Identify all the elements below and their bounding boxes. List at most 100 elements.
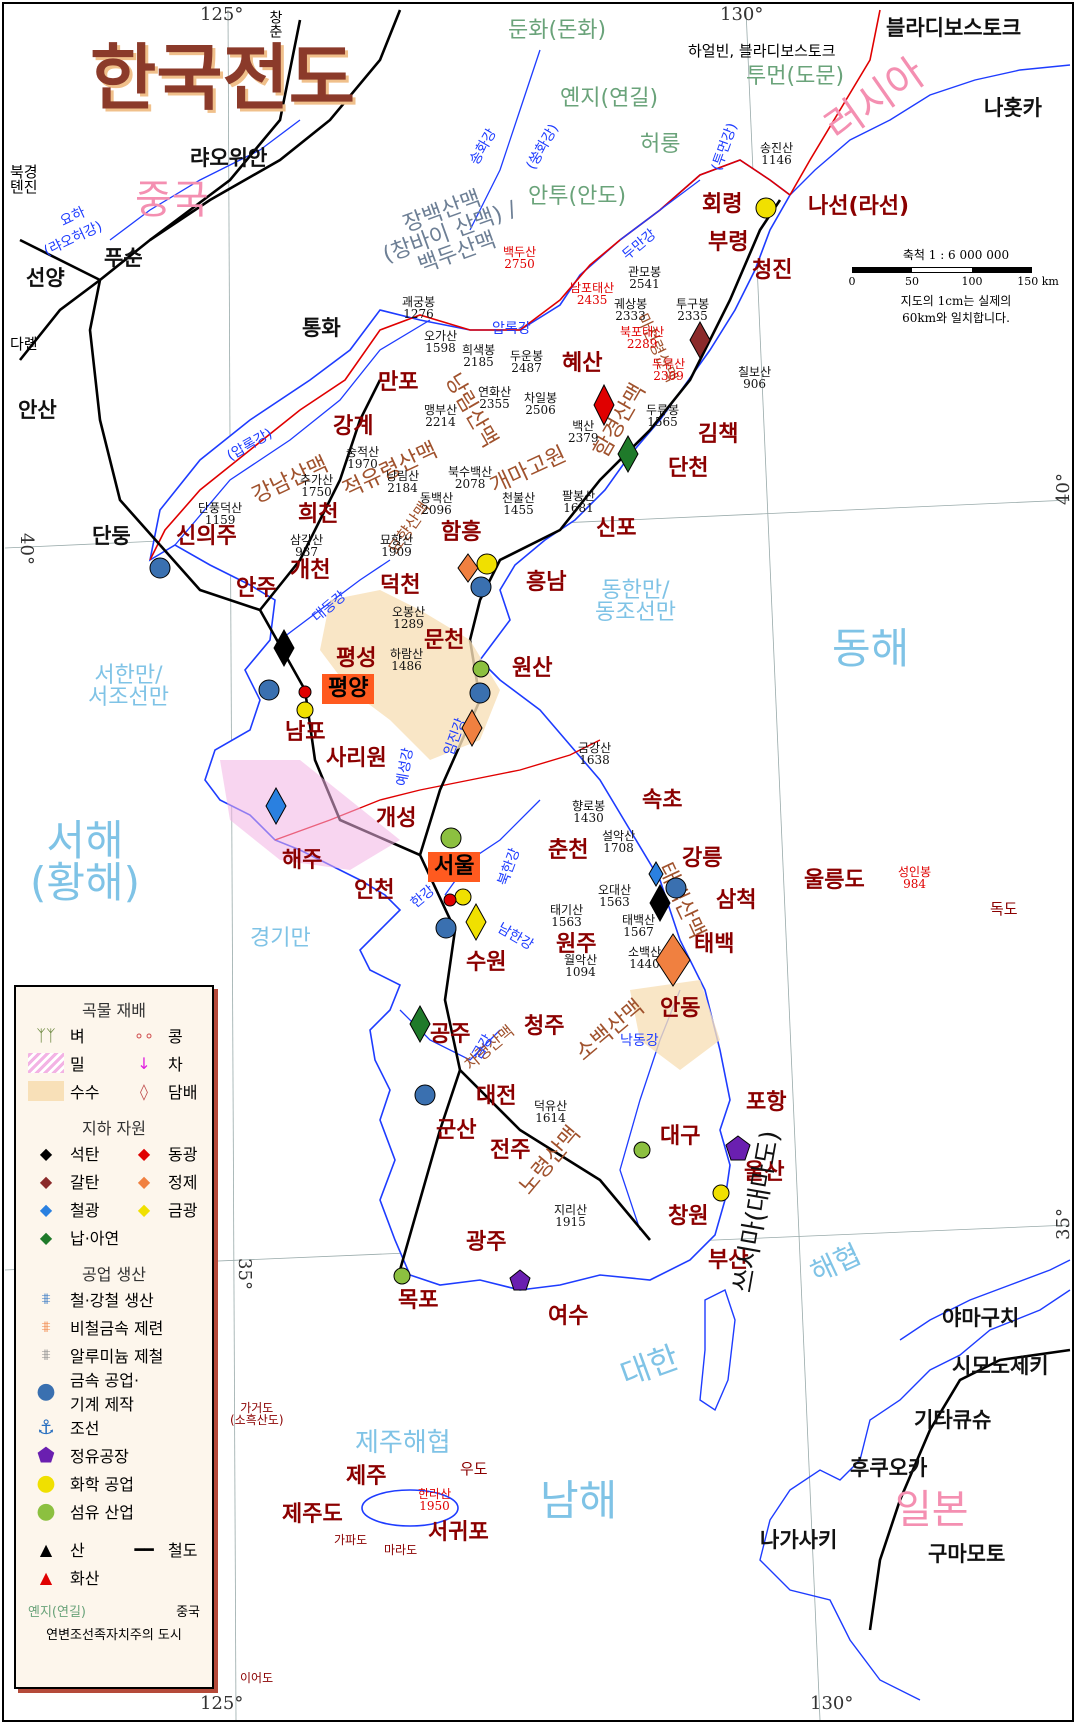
city-sokcho: 속초 xyxy=(642,788,683,813)
tea-icon: ↓ xyxy=(137,1053,151,1073)
mtn-huisaek: 희색봉 2185 xyxy=(462,343,496,369)
japan-coast xyxy=(759,1289,1071,1701)
mtn-samgak: 삼각산 937 xyxy=(290,533,324,559)
mtn-chail: 차일봉 2506 xyxy=(524,391,558,417)
island-marado: 마라도 xyxy=(384,1543,418,1557)
degree-125-bottom: 125° xyxy=(200,1693,244,1714)
city-kumamoto: 구마모토 xyxy=(928,1542,1006,1566)
russia-border xyxy=(789,9,881,196)
direction-harbin: 하얼빈, 블라디보스토크 xyxy=(688,42,836,60)
scale-tick-150: 150 km xyxy=(1017,275,1059,288)
mtn-sobaek: 소백산 1440 xyxy=(628,945,662,971)
mtn-haram: 하람산 1486 xyxy=(390,647,424,673)
mtn-nangnim: 낭림산 2184 xyxy=(386,469,420,495)
degree-35-right: 35° xyxy=(1052,1208,1074,1240)
city-gongju: 공주 xyxy=(430,1022,471,1047)
city-jeju-island: 제주도 xyxy=(282,1502,343,1527)
city-gimchaek: 김책 xyxy=(698,422,739,447)
city-sariwon: 사리원 xyxy=(326,746,387,771)
city-yanji: 옌지(연길) xyxy=(560,86,659,111)
legend-tobacco: 담배 xyxy=(168,1083,198,1102)
nonferrous-icon: ⩨ xyxy=(41,1317,51,1336)
city-wonsan: 원산 xyxy=(512,656,553,681)
railway-manpo xyxy=(258,379,382,611)
city-yamaguchi: 야마구치 xyxy=(942,1306,1020,1330)
legend-coal: 석탄 xyxy=(70,1145,100,1164)
city-jeju: 제주 xyxy=(346,1464,387,1489)
iron-icon: ◆ xyxy=(39,1199,53,1219)
city-seogwipo: 서귀포 xyxy=(428,1520,489,1545)
meridian-130 xyxy=(745,9,821,1721)
island-gapado: 가파도 xyxy=(334,1533,368,1547)
wheat-zone xyxy=(220,760,400,870)
mtn-worak: 월악산 1094 xyxy=(564,953,598,979)
city-kitakyushu: 기타큐슈 xyxy=(914,1408,992,1432)
city-gwangju: 광주 xyxy=(466,1230,507,1255)
legend-railway: 철도 xyxy=(168,1541,198,1560)
mtn-halla: 한라산 1950 xyxy=(418,1487,452,1513)
sea-west-korea-bay: 서한만/ 서조선만 xyxy=(88,663,169,710)
city-liaoyuan: 랴오위안 xyxy=(190,146,268,170)
songhua-river xyxy=(469,49,541,231)
scale-note: 지도의 1cm는 실제의 60km와 일치합니다. xyxy=(900,294,1012,325)
mtn-deokyu: 덕유산 1614 xyxy=(534,1099,568,1125)
city-gunsan: 군산 xyxy=(436,1118,477,1143)
city-shenyang: 선양 xyxy=(26,266,65,290)
city-fukuoka: 후쿠오카 xyxy=(850,1456,928,1480)
scale-tick-50: 50 xyxy=(905,275,919,288)
chemical-icon: ● xyxy=(36,1470,56,1496)
mtn-myohyang: 묘향산 1909 xyxy=(380,533,414,559)
city-cheongju: 청주 xyxy=(524,1014,565,1039)
mtn-palbong: 팔봉산 1681 xyxy=(562,489,596,515)
legend-tea: 차 xyxy=(168,1055,183,1074)
sea-east-korea-bay: 동한만/ 동조선만 xyxy=(595,578,676,625)
mtn-dongbaek: 동백산 2096 xyxy=(420,491,454,517)
railway-japan xyxy=(868,1348,1071,1631)
city-vladivostok: 블라디보스토크 xyxy=(886,16,1022,40)
mtn-oga: 오가산 1598 xyxy=(424,329,458,355)
sea-west: 서해 (황해) xyxy=(30,816,141,907)
mtn-yeonhwa: 연화산 2355 xyxy=(478,385,512,411)
rivers xyxy=(109,49,701,1231)
legend-lignite: 갈탄 xyxy=(70,1173,100,1192)
textile-icon: ● xyxy=(36,1498,56,1524)
mtn-taegi: 태기산 1563 xyxy=(550,903,584,929)
city-gaeseong: 개성 xyxy=(376,806,417,831)
legend-rice: 벼 xyxy=(70,1027,85,1046)
city-hamheung: 함흥 xyxy=(441,520,482,545)
legend-chemical: 화학 공업 xyxy=(70,1475,134,1494)
legend-bean: 콩 xyxy=(168,1027,183,1046)
legend: 곡물 재배 ᛉᛉ 벼 ∘∘ 콩 밀 ↓ 차 수수 ◊ 담배 지하 자원 ◆ 석탄 ◆ 동광 ◆ 갈탄 ◆… xyxy=(14,985,214,1689)
legend-copper: 동광 xyxy=(168,1145,198,1164)
gold-icon: ◆ xyxy=(137,1199,151,1219)
city-dancheon: 단천 xyxy=(668,456,709,481)
anchor-icon: ⚓ xyxy=(37,1415,55,1439)
pentagon-icon: ⬟ xyxy=(37,1443,55,1467)
city-nakhodka: 나홋카 xyxy=(984,96,1042,120)
legend-oil: 정유공장 xyxy=(70,1447,129,1466)
legend-iron: 철광 xyxy=(70,1201,100,1220)
city-busan: 부산 xyxy=(708,1248,749,1273)
river-nakdong-label: 낙동강 xyxy=(620,1033,659,1049)
scale-tick-100: 100 xyxy=(962,275,983,288)
city-fushun: 푸순 xyxy=(104,246,143,270)
mtn-duun: 두운봉 2487 xyxy=(510,349,544,375)
legend-lead-zinc: 납·아연 xyxy=(70,1229,120,1248)
city-naseon: 나선(라선) xyxy=(808,194,910,219)
sea-gyeonggi-bay: 경기만 xyxy=(250,926,311,951)
mtn-baekdu: 백두산 2750 xyxy=(503,245,537,271)
steel-icon: ⩨ xyxy=(41,1289,51,1308)
wheat-icon xyxy=(28,1053,64,1073)
city-muncheon: 문천 xyxy=(424,628,465,653)
country-japan: 일본 xyxy=(895,1487,969,1533)
city-nampo: 남포 xyxy=(285,720,326,745)
country-china: 중국 xyxy=(135,177,209,223)
corn-zone xyxy=(320,590,500,760)
mtn-chuga: 추가산 1750 xyxy=(300,473,334,499)
scale-tick-0: 0 xyxy=(849,275,856,288)
legend-gold: 금광 xyxy=(168,1201,198,1220)
legend-textile: 섬유 산업 xyxy=(70,1503,134,1522)
mtn-danpungdeok: 단풍덕산 1159 xyxy=(198,501,243,527)
legend-foot-sample: 옌지(연길) xyxy=(28,1605,86,1620)
